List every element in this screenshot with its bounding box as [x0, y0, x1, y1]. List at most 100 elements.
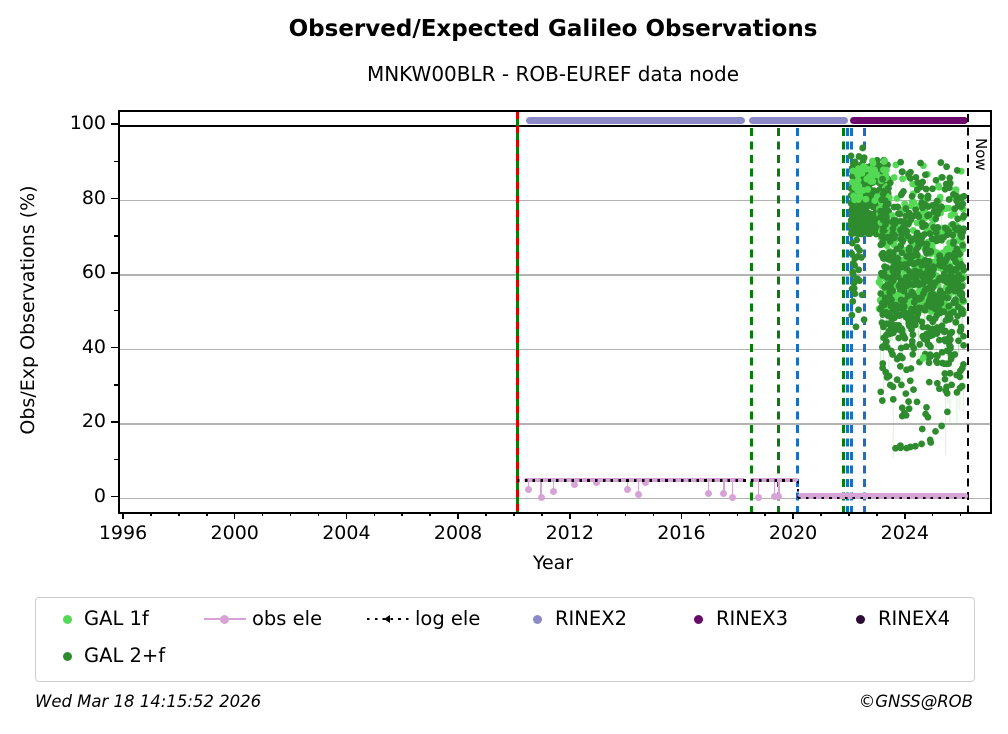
scatter-point	[930, 208, 938, 216]
scatter-point	[903, 444, 911, 452]
scatter-point	[855, 306, 862, 314]
scatter-point	[867, 191, 875, 199]
scatter-point	[913, 398, 921, 406]
rinex-bar-rinex2	[525, 116, 745, 124]
scatter-point	[869, 160, 877, 167]
x-tick-label: 2020	[768, 522, 818, 544]
x-minor-tick	[289, 512, 292, 516]
x-minor-tick	[150, 512, 152, 516]
scatter-point	[918, 261, 926, 269]
gal-2-f-legend-marker	[63, 651, 72, 661]
scatter-point	[923, 277, 930, 285]
obs-ele-drop-marker	[720, 490, 728, 498]
scatter-point	[854, 217, 862, 225]
y-minor-tick	[114, 384, 118, 386]
scatter-point	[927, 439, 935, 446]
log-ele-zero-line	[797, 496, 969, 500]
scatter-point	[859, 144, 867, 152]
obs-ele-drop-marker	[775, 493, 783, 501]
scatter-point	[892, 303, 900, 311]
scatter-point	[918, 318, 926, 326]
scatter-point	[945, 302, 953, 310]
y-minor-tick	[114, 458, 118, 461]
scatter-point	[896, 362, 904, 370]
scatter-point	[937, 260, 945, 268]
scatter-point	[925, 297, 933, 305]
x-minor-tick	[736, 512, 739, 516]
x-tick-label: 1996	[98, 522, 148, 544]
scatter-point	[914, 251, 921, 259]
scatter-point	[878, 251, 886, 259]
scatter-point	[946, 369, 954, 377]
scatter-point	[944, 408, 951, 416]
x-minor-tick	[513, 512, 515, 516]
scatter-point	[925, 378, 933, 386]
scatter-point	[850, 284, 858, 292]
scatter-point	[945, 265, 953, 273]
scatter-point	[898, 249, 906, 257]
scatter-point	[938, 348, 946, 356]
scatter-point	[940, 308, 948, 316]
scatter-point	[960, 212, 968, 219]
scatter-point	[911, 442, 919, 450]
scatter-point	[926, 314, 933, 322]
y-tick-label: 80	[81, 186, 106, 209]
log-ele-drop	[796, 480, 800, 499]
x-minor-tick	[541, 512, 543, 516]
scatter-point	[897, 444, 905, 452]
scatter-point	[883, 343, 891, 351]
scatter-point	[908, 192, 916, 200]
scatter-point	[924, 413, 932, 421]
scatter-point	[923, 240, 931, 248]
x-minor-tick	[596, 512, 599, 516]
scatter-point	[849, 223, 857, 231]
scatter-point	[897, 381, 905, 389]
scatter-point	[909, 180, 916, 188]
scatter-point	[956, 384, 964, 392]
scatter-point	[859, 157, 867, 164]
scatter-point	[933, 324, 941, 331]
obs-ele-drop-stem	[540, 479, 542, 498]
scatter-point	[954, 215, 962, 223]
scatter-point	[864, 202, 872, 210]
scatter-point	[888, 326, 896, 334]
scatter-point	[900, 218, 908, 225]
scatter-point	[897, 344, 905, 352]
rinex4-legend-marker	[856, 614, 865, 624]
scatter-point	[873, 171, 881, 179]
event-line-dashed	[777, 128, 781, 512]
gridline	[120, 199, 990, 202]
x-tick-label: 2008	[433, 522, 483, 544]
scatter-point	[858, 254, 865, 261]
scatter-point	[907, 168, 914, 176]
scatter-point	[849, 270, 857, 278]
scatter-point	[948, 274, 956, 282]
scatter-point	[908, 337, 916, 345]
scatter-point	[859, 165, 867, 173]
scatter-point	[947, 212, 955, 219]
x-tick-label: 2012	[545, 522, 594, 544]
scatter-point	[860, 316, 868, 324]
y-major-tick	[111, 197, 118, 200]
event-line-dashed	[846, 128, 850, 512]
scatter-point	[894, 203, 902, 211]
scatter-point	[938, 203, 945, 211]
y-major-tick	[111, 123, 118, 125]
x-minor-tick	[820, 512, 822, 516]
scatter-point	[879, 175, 886, 183]
scatter-point	[919, 323, 927, 331]
x-minor-tick	[708, 512, 711, 516]
scatter-point	[866, 230, 874, 238]
scatter-point	[903, 253, 911, 260]
obs-ele-drop-marker	[755, 494, 763, 502]
scatter-point	[924, 194, 932, 202]
scatter-point	[890, 234, 898, 242]
scatter-point	[895, 326, 903, 333]
obs-ele-legend-marker-dot	[220, 614, 229, 624]
legend-label-gal-1f: GAL 1f	[84, 607, 149, 630]
scatter-point	[878, 397, 886, 404]
scatter-point	[898, 231, 905, 238]
gridline	[120, 348, 990, 351]
scatter-point	[848, 311, 856, 319]
gridline	[120, 497, 990, 500]
